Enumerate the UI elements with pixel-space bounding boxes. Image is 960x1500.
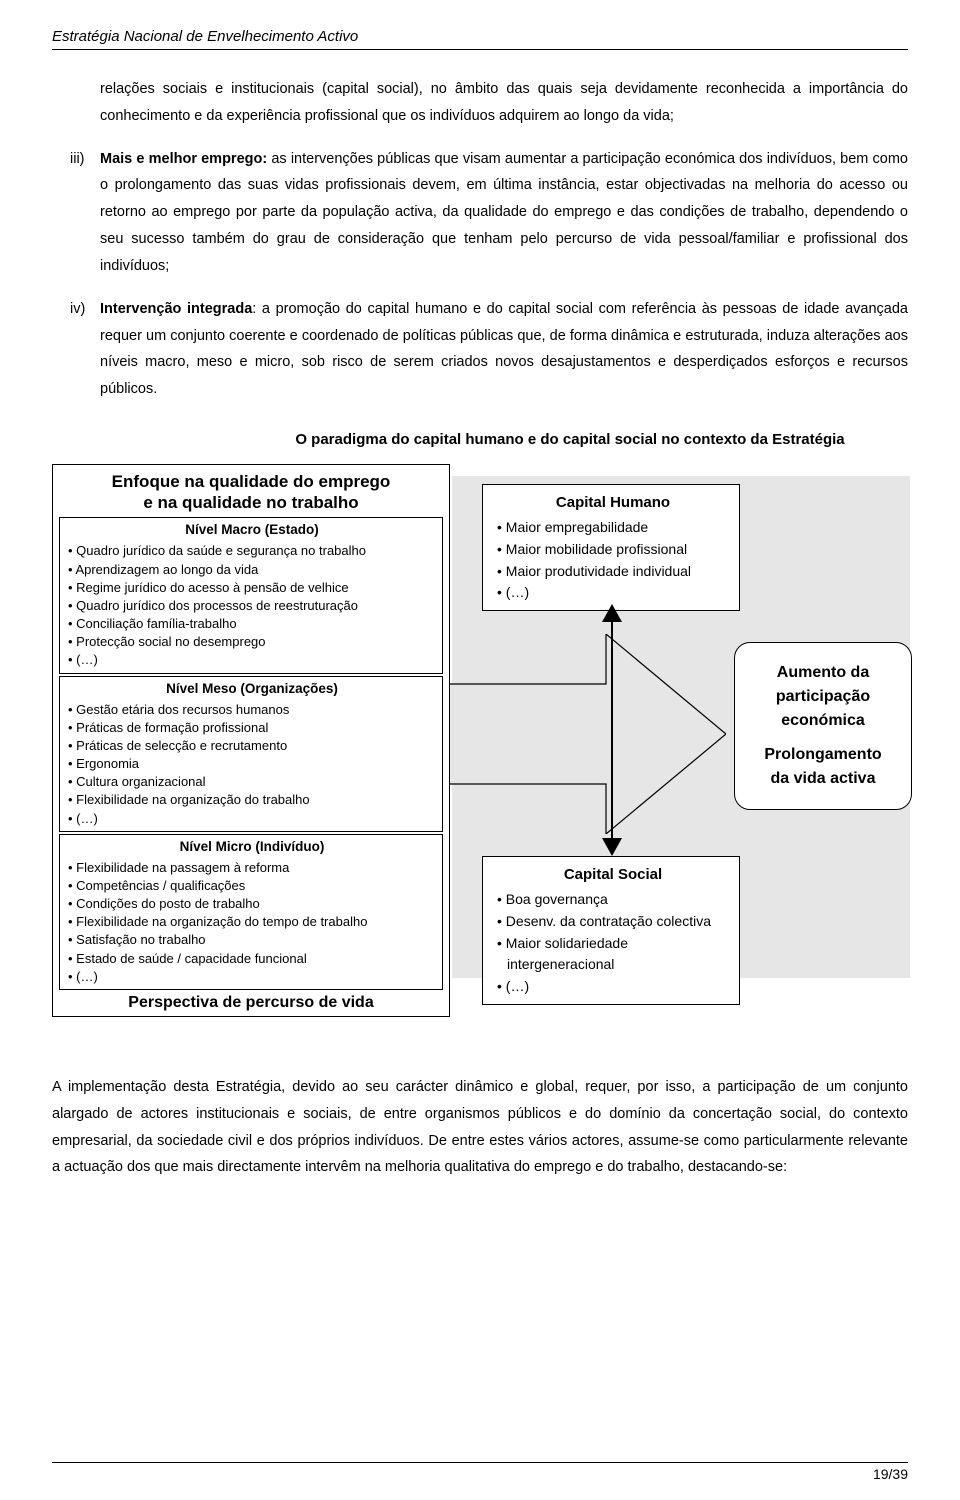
micro-box: Nível Micro (Indivíduo) Flexibilidade na… [59, 834, 443, 990]
micro-title: Nível Micro (Indivíduo) [68, 838, 436, 857]
meso-box: Nível Meso (Organizações) Gestão etária … [59, 676, 443, 832]
capital-humano-box: Capital Humano Maior empregabilidade Mai… [482, 484, 740, 611]
capital-social-title: Capital Social [497, 863, 729, 886]
list-item: Competências / qualificações [68, 877, 436, 895]
left-title: Enfoque na qualidade do emprego e na qua… [59, 471, 443, 514]
list-item: Quadro jurídico dos processos de reestru… [68, 597, 436, 615]
list-item: Práticas de selecção e recrutamento [68, 737, 436, 755]
page-header: Estratégia Nacional de Envelhecimento Ac… [52, 28, 908, 50]
list-item: Condições do posto de trabalho [68, 895, 436, 913]
list-item: Protecção social no desemprego [68, 633, 436, 651]
p1-text: relações sociais e institucionais (capit… [100, 81, 908, 124]
diagram: Enfoque na qualidade do emprego e na qua… [52, 464, 910, 1034]
list-item: Maior empregabilidade [497, 517, 729, 539]
micro-list: Flexibilidade na passagem à reforma Comp… [68, 859, 436, 986]
capital-humano-title: Capital Humano [497, 491, 729, 514]
meso-title: Nível Meso (Organizações) [68, 680, 436, 699]
list-item: (…) [497, 582, 729, 604]
arrow-right-icon [446, 634, 726, 834]
paragraph-continuation: relações sociais e institucionais (capit… [52, 76, 908, 130]
marker-iii: iii) [70, 146, 85, 173]
list-item: Quadro jurídico da saúde e segurança no … [68, 542, 436, 560]
footer-paragraph: A implementação desta Estratégia, devido… [52, 1074, 908, 1181]
left-title-l2: e na qualidade no trabalho [143, 493, 358, 512]
paragraph-iii: iii) Mais e melhor emprego: as intervenç… [52, 146, 908, 280]
list-item: Desenv. da contratação colectiva [497, 911, 729, 933]
p2-rest: as intervenções públicas que visam aumen… [100, 151, 908, 274]
diagram-heading: O paradigma do capital humano e do capit… [52, 431, 908, 448]
macro-box: Nível Macro (Estado) Quadro jurídico da … [59, 517, 443, 673]
paragraph-iv: iv) Intervenção integrada: a promoção do… [52, 296, 908, 403]
macro-title: Nível Macro (Estado) [68, 521, 436, 540]
list-item: (…) [68, 968, 436, 986]
outcome-l1: Aumento da [777, 664, 869, 681]
list-item: Maior mobilidade profissional [497, 539, 729, 561]
list-item: Práticas de formação profissional [68, 719, 436, 737]
perspectiva-label: Perspectiva de percurso de vida [59, 992, 443, 1014]
social-list: Boa governança Desenv. da contratação co… [497, 889, 729, 997]
humano-list: Maior empregabilidade Maior mobilidade p… [497, 517, 729, 604]
p2-lead: Mais e melhor emprego: [100, 151, 267, 167]
meso-list: Gestão etária dos recursos humanos Práti… [68, 701, 436, 828]
outcome-box: Aumento da participação económica Prolon… [734, 642, 912, 810]
list-item: (…) [68, 810, 436, 828]
list-item: Cultura organizacional [68, 773, 436, 791]
list-item: Aprendizagem ao longo da vida [68, 561, 436, 579]
list-item: Flexibilidade na organização do trabalho [68, 791, 436, 809]
list-item: Estado de saúde / capacidade funcional [68, 950, 436, 968]
outcome-l5: da vida activa [771, 770, 876, 787]
list-item: Satisfação no trabalho [68, 931, 436, 949]
list-item: Maior produtividade individual [497, 561, 729, 583]
capital-social-box: Capital Social Boa governança Desenv. da… [482, 856, 740, 1005]
page-number: 19/39 [52, 1462, 908, 1482]
p3-lead: Intervenção integrada [100, 301, 252, 317]
list-item: (…) [68, 651, 436, 669]
list-item: Flexibilidade na passagem à reforma [68, 859, 436, 877]
list-item: Maior solidariedade intergeneracional [497, 933, 729, 976]
macro-list: Quadro jurídico da saúde e segurança no … [68, 542, 436, 669]
list-item: Ergonomia [68, 755, 436, 773]
outcome-l3: económica [781, 712, 865, 729]
list-item: Regime jurídico do acesso à pensão de ve… [68, 579, 436, 597]
list-item: Conciliação família-trabalho [68, 615, 436, 633]
list-item: Gestão etária dos recursos humanos [68, 701, 436, 719]
list-item: Flexibilidade na organização do tempo de… [68, 913, 436, 931]
list-item: Boa governança [497, 889, 729, 911]
marker-iv: iv) [70, 296, 85, 323]
outcome-l2: participação [776, 688, 870, 705]
left-enfoque-box: Enfoque na qualidade do emprego e na qua… [52, 464, 450, 1017]
list-item: (…) [497, 976, 729, 998]
outcome-l4: Prolongamento [764, 746, 881, 763]
left-title-l1: Enfoque na qualidade do emprego [112, 472, 391, 491]
arrow-vertical-icon [598, 604, 626, 856]
